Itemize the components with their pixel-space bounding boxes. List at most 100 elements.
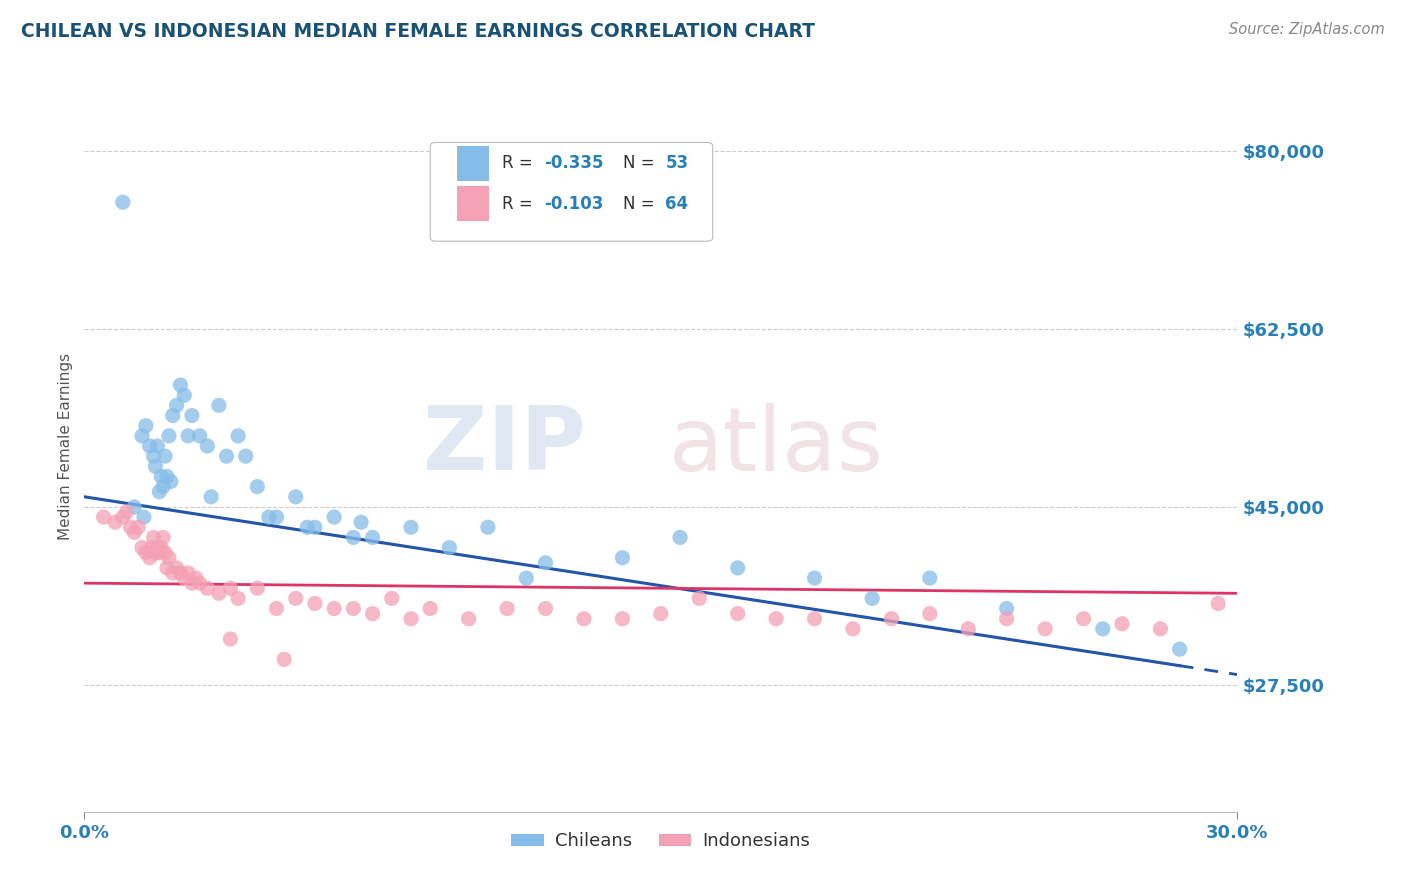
Point: [111, 195, 134, 210]
Point: [361, 530, 384, 544]
Point: [153, 449, 176, 463]
FancyBboxPatch shape: [457, 145, 489, 181]
Point: [104, 515, 127, 529]
Point: [612, 550, 634, 565]
FancyBboxPatch shape: [457, 186, 489, 221]
Point: [132, 510, 155, 524]
Point: [727, 607, 749, 621]
Text: R =: R =: [502, 194, 537, 212]
Point: [148, 484, 170, 499]
Point: [246, 581, 269, 595]
Point: [208, 586, 231, 600]
Y-axis label: Median Female Earnings: Median Female Earnings: [58, 352, 73, 540]
Point: [1073, 612, 1095, 626]
Text: R =: R =: [502, 154, 537, 172]
Text: ZIP: ZIP: [423, 402, 586, 490]
Point: [153, 546, 176, 560]
Text: CHILEAN VS INDONESIAN MEDIAN FEMALE EARNINGS CORRELATION CHART: CHILEAN VS INDONESIAN MEDIAN FEMALE EARN…: [21, 22, 815, 41]
Point: [246, 480, 269, 494]
Point: [381, 591, 404, 606]
Point: [131, 541, 153, 555]
Point: [156, 561, 179, 575]
Point: [208, 398, 231, 412]
Point: [1149, 622, 1171, 636]
Point: [169, 566, 191, 580]
Point: [650, 607, 672, 621]
Point: [162, 409, 184, 423]
Text: Source: ZipAtlas.com: Source: ZipAtlas.com: [1229, 22, 1385, 37]
Point: [226, 591, 249, 606]
Point: [152, 480, 174, 494]
Point: [166, 561, 188, 575]
Text: 53: 53: [665, 154, 689, 172]
Point: [304, 520, 326, 534]
Point: [150, 469, 173, 483]
Point: [195, 581, 218, 595]
Point: [181, 409, 204, 423]
Point: [157, 429, 180, 443]
Point: [177, 566, 200, 580]
Point: [131, 429, 153, 443]
Point: [146, 541, 169, 555]
Point: [226, 429, 249, 443]
Point: [115, 505, 138, 519]
Point: [880, 612, 903, 626]
Point: [995, 612, 1018, 626]
Point: [152, 530, 174, 544]
Point: [496, 601, 519, 615]
Point: [572, 612, 595, 626]
Point: [323, 601, 346, 615]
Point: [215, 449, 238, 463]
Point: [219, 632, 242, 646]
Point: [284, 490, 307, 504]
Text: atlas: atlas: [668, 402, 884, 490]
Point: [145, 546, 167, 560]
Point: [219, 581, 242, 595]
Legend: Chileans, Indonesians: Chileans, Indonesians: [505, 825, 817, 857]
Point: [157, 550, 180, 565]
Point: [803, 571, 825, 585]
Point: [145, 459, 167, 474]
Point: [515, 571, 537, 585]
Point: [173, 571, 195, 585]
Point: [457, 612, 479, 626]
Point: [297, 520, 319, 534]
Point: [184, 571, 207, 585]
Point: [399, 520, 422, 534]
Point: [1033, 622, 1056, 636]
Point: [534, 556, 557, 570]
Point: [273, 652, 295, 666]
Text: N =: N =: [623, 154, 659, 172]
Point: [266, 510, 288, 524]
Point: [200, 490, 222, 504]
Point: [111, 510, 134, 524]
Point: [995, 601, 1018, 615]
Point: [1206, 597, 1229, 611]
Point: [146, 439, 169, 453]
Point: [141, 541, 163, 555]
Point: [1168, 642, 1191, 657]
Point: [135, 418, 157, 433]
Point: [688, 591, 710, 606]
Point: [124, 500, 146, 514]
Point: [142, 449, 165, 463]
Point: [166, 398, 188, 412]
Point: [727, 561, 749, 575]
Point: [150, 541, 173, 555]
Point: [419, 601, 441, 615]
Point: [124, 525, 146, 540]
Point: [342, 601, 364, 615]
Point: [169, 378, 191, 392]
Point: [918, 571, 941, 585]
Point: [138, 550, 160, 565]
Point: [342, 530, 364, 544]
Point: [918, 607, 941, 621]
Point: [120, 520, 142, 534]
Point: [135, 546, 157, 560]
Point: [93, 510, 115, 524]
Point: [860, 591, 883, 606]
Point: [162, 566, 184, 580]
Point: [323, 510, 346, 524]
Point: [266, 601, 288, 615]
FancyBboxPatch shape: [430, 143, 713, 241]
